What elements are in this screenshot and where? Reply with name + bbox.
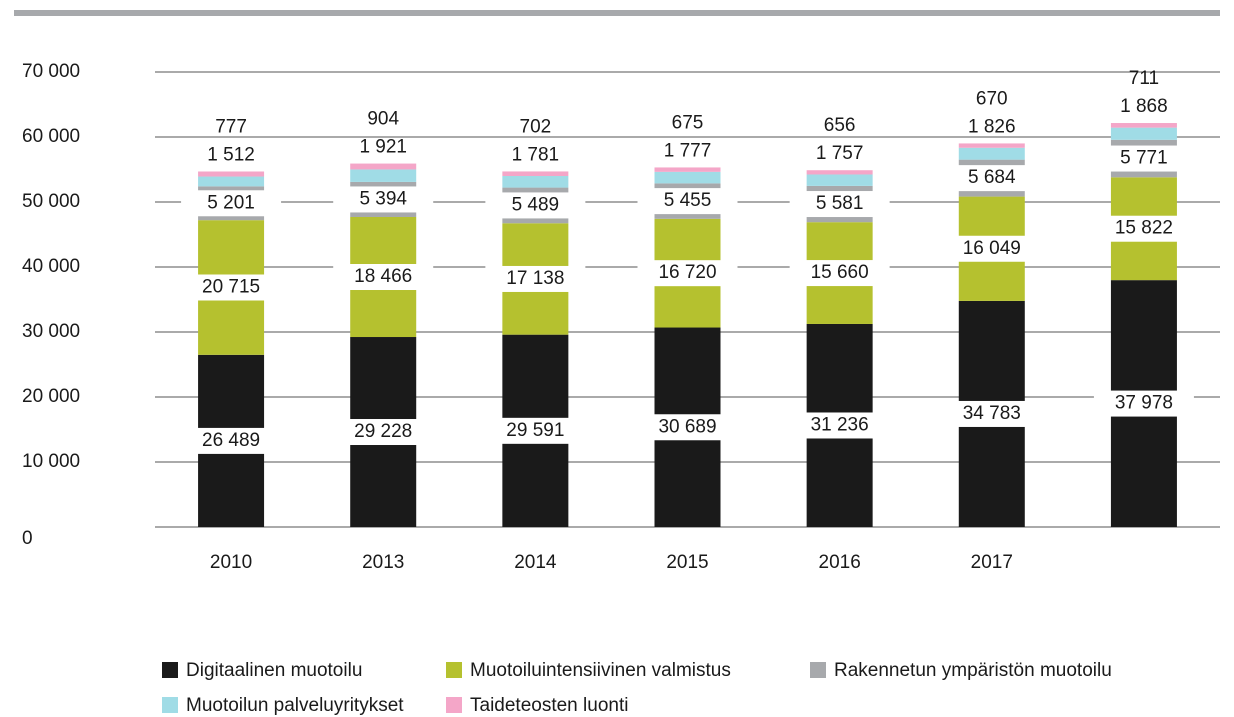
label-backing (485, 265, 586, 292)
y-tick-label: 50 000 (22, 191, 80, 212)
data-label: 15 660 (811, 262, 869, 283)
legend-label: Digitaalinen muotoilu (186, 660, 362, 681)
data-label: 711 (1129, 68, 1159, 89)
bar-segment (350, 163, 417, 170)
data-label: 5 581 (816, 193, 864, 214)
x-tick-label: 2015 (666, 552, 708, 573)
data-label: 15 822 (1115, 218, 1173, 239)
data-label: 17 138 (506, 268, 564, 289)
data-label: 5 489 (512, 194, 560, 215)
label-backing (333, 264, 434, 291)
bar-segment (350, 169, 417, 182)
bar-segment (502, 171, 569, 177)
x-tick-label: 2016 (819, 552, 861, 573)
legend-swatch (810, 662, 826, 678)
data-label: 5 455 (664, 190, 712, 211)
data-label: 1 781 (512, 144, 560, 165)
bar-segment (654, 171, 721, 184)
data-label: 702 (520, 116, 552, 137)
label-backing (333, 186, 434, 213)
x-tick-label: 2010 (210, 552, 252, 573)
y-tick-label: 10 000 (22, 451, 80, 472)
y-tick-label: 0 (22, 528, 33, 549)
legend-label: Muotoilun palveluyritykset (186, 695, 404, 716)
legend-swatch (446, 662, 462, 678)
data-label: 904 (367, 109, 399, 130)
data-label: 31 236 (811, 414, 869, 435)
label-backing (181, 274, 282, 301)
data-label: 1 921 (359, 137, 407, 158)
legend-swatch (162, 662, 178, 678)
y-tick-label: 20 000 (22, 386, 80, 407)
bar-segment (502, 176, 569, 188)
legend-swatch (162, 697, 178, 713)
data-label: 656 (824, 115, 856, 136)
bar-segment (198, 176, 265, 187)
data-label: 18 466 (354, 266, 412, 287)
y-tick-label: 70 000 (22, 61, 80, 82)
data-label: 5 394 (359, 188, 407, 209)
data-label: 29 591 (506, 420, 564, 441)
legend-swatch (446, 697, 462, 713)
bar-segment (806, 174, 873, 186)
bar-segment (654, 167, 721, 172)
label-backing (485, 192, 586, 219)
data-label: 5 201 (207, 192, 255, 213)
label-backing (789, 260, 890, 287)
label-backing (1093, 390, 1194, 417)
data-label: 5 771 (1120, 148, 1168, 169)
label-backing (789, 191, 890, 218)
bar-segment (1110, 123, 1177, 128)
data-label: 670 (976, 88, 1008, 109)
label-backing (333, 419, 434, 446)
y-tick-label: 60 000 (22, 126, 80, 147)
x-tick-label: 2013 (362, 552, 404, 573)
legend-label: Rakennetun ympäristön muotoilu (834, 660, 1112, 681)
bar-segment (806, 170, 873, 175)
label-backing (1093, 145, 1194, 172)
x-tick-label: 2014 (514, 552, 557, 573)
data-label: 675 (672, 112, 704, 133)
legend-label: Muotoiluintensiivinen valmistus (470, 660, 731, 681)
data-label: 777 (215, 117, 247, 138)
label-backing (941, 400, 1042, 427)
y-tick-label: 30 000 (22, 321, 80, 342)
legend-label: Taideteosten luonti (470, 695, 628, 716)
label-backing (637, 260, 738, 287)
data-label: 1 512 (207, 145, 255, 166)
label-backing (789, 412, 890, 439)
bar-segment (198, 171, 265, 177)
data-label: 26 489 (202, 430, 260, 451)
x-tick-label: 2017 (971, 552, 1013, 573)
top-rule (14, 10, 1220, 16)
label-backing (485, 417, 586, 444)
data-label: 16 720 (658, 262, 716, 283)
bar-segment (958, 147, 1025, 160)
label-backing (941, 235, 1042, 262)
label-backing (1093, 215, 1194, 242)
data-label: 37 978 (1115, 393, 1173, 414)
data-label: 1 826 (968, 116, 1016, 137)
data-label: 1 757 (816, 143, 864, 164)
label-backing (637, 414, 738, 441)
label-backing (181, 190, 282, 217)
label-backing (941, 165, 1042, 192)
label-backing (637, 188, 738, 215)
data-label: 16 049 (963, 238, 1021, 259)
label-backing (181, 427, 282, 454)
data-label: 34 783 (963, 403, 1021, 424)
data-label: 20 715 (202, 277, 260, 298)
data-label: 30 689 (658, 416, 716, 437)
y-tick-label: 40 000 (22, 256, 80, 277)
bar-segment (958, 143, 1025, 148)
bar-segment (1110, 127, 1177, 140)
data-label: 1 868 (1120, 96, 1168, 117)
data-label: 1 777 (664, 140, 712, 161)
data-label: 29 228 (354, 421, 412, 442)
data-label: 5 684 (968, 167, 1016, 188)
